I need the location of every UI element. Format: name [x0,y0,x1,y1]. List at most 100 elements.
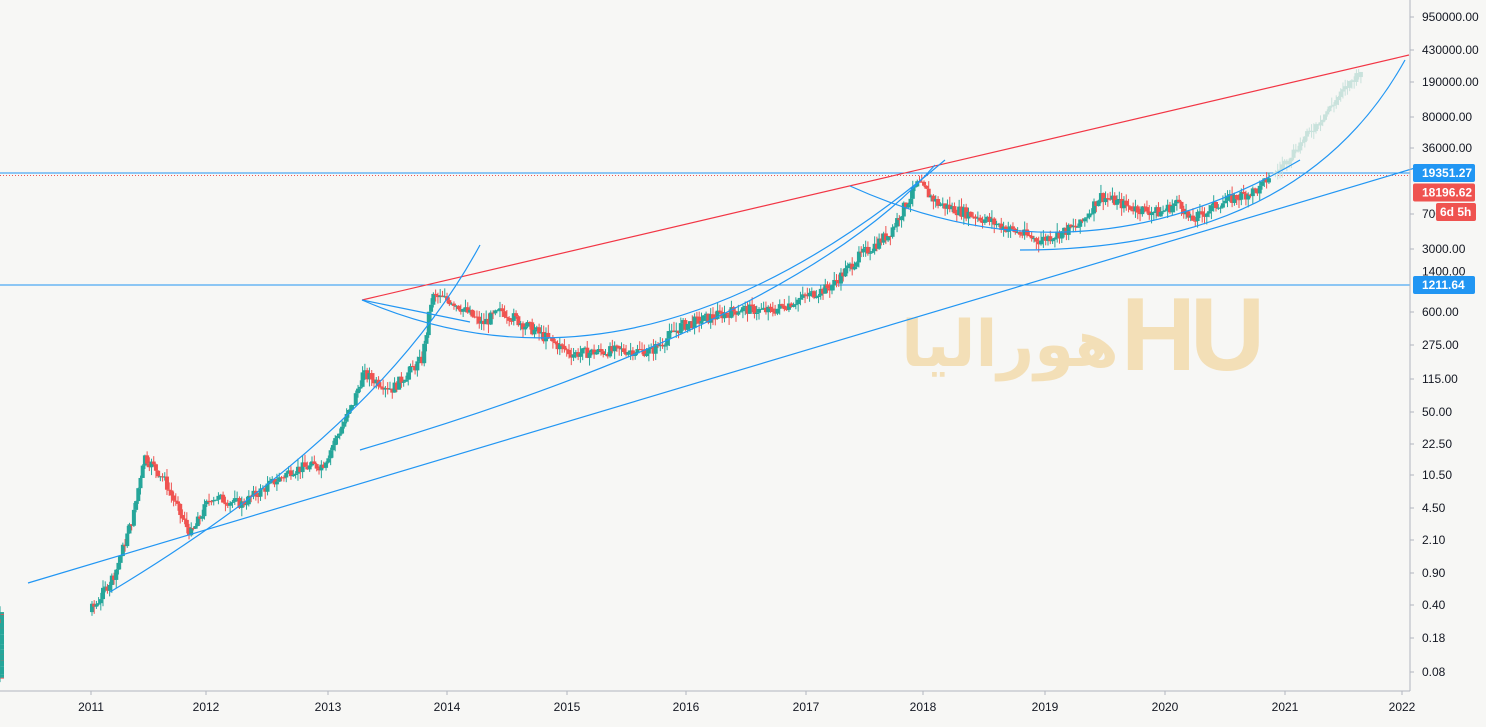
candle [1325,109,1330,117]
y-tick-label: 80000.00 [1422,110,1472,124]
candle [1126,198,1131,213]
candle [992,217,997,234]
candle [1055,223,1060,243]
candle [1156,202,1161,217]
candle [532,324,537,339]
horizontal-levels [0,172,1410,286]
candle [491,310,496,320]
candle [263,485,268,500]
candle [221,491,226,503]
candle [180,509,185,522]
candle [1039,232,1044,246]
candle [454,304,459,312]
candle [408,363,413,380]
candle [592,344,597,359]
candle [1209,203,1214,220]
candle [488,310,493,326]
candle [555,340,560,355]
candle [669,323,674,334]
candle [823,278,828,294]
candle [406,366,411,386]
candle [863,240,868,257]
y-tick-label: 3000.00 [1422,242,1466,256]
candle [1307,127,1312,135]
candle [142,454,147,470]
candle [417,349,422,364]
candle [525,320,530,328]
candle [342,418,347,429]
candle [461,308,466,318]
candle [399,372,404,388]
candle [1154,205,1159,219]
candle [486,313,491,334]
candle [1108,191,1113,201]
candle [134,500,139,513]
candle [534,325,539,332]
candle [1358,71,1363,84]
blue-arc-connector [361,299,471,323]
candle [1266,172,1271,185]
candle [994,220,999,228]
candle [175,496,180,511]
candle [571,347,576,362]
candle [791,302,796,308]
candle [701,315,706,322]
candle [699,312,704,329]
candle [816,293,821,304]
x-axis-ticks[interactable]: 2011 2012 2013 2014 2015 2016 2017 2018 2019 2020… [78,691,1416,714]
candle [151,456,156,467]
candle [573,350,578,359]
candle [145,451,150,468]
candle [929,194,934,202]
candle [697,311,702,333]
resistance-label: 19351.27 [1413,164,1475,182]
svg-text:6d 5h: 6d 5h [1440,205,1471,219]
candle [474,310,479,325]
candle [218,493,223,500]
candle [1232,192,1237,206]
x-tick-label: 2020 [1152,700,1179,714]
candle [415,356,420,377]
candle [825,281,830,293]
candle [931,194,936,210]
candle [1223,193,1228,204]
candle [859,246,864,258]
watermark-logo: هورالیا HU [901,277,1265,393]
watermark-text: هورالیا [901,308,1118,382]
x-tick-label: 2018 [910,700,937,714]
candle [463,299,468,313]
y-tick-label: 950000.00 [1422,10,1479,24]
candle [1103,191,1108,206]
candle [374,377,379,389]
candle [711,307,715,326]
candle [195,512,200,527]
candle [118,555,123,570]
candle [1165,199,1170,219]
candle [372,373,377,388]
candle [943,203,948,216]
candle [1167,201,1172,215]
candle [1305,128,1310,141]
candle [660,338,665,349]
candle [105,583,110,594]
x-tick-label: 2012 [193,700,220,714]
candle [1329,97,1334,108]
candle [899,215,904,228]
candle [1282,159,1287,169]
candle [435,292,440,304]
candle [610,339,615,354]
candle [362,363,367,380]
candle [447,297,452,307]
candle [136,487,141,504]
candle [768,303,773,313]
candle [451,301,456,310]
candle [1327,105,1332,113]
x-tick-label: 2017 [793,700,820,714]
svg-text:19351.27: 19351.27 [1422,166,1472,180]
candle [0,623,4,637]
y-axis-ticks[interactable]: 950000.00 430000.00 190000.00 80000.00 36000… [1410,10,1479,679]
candle [589,348,594,356]
candle [230,499,235,508]
y-tick-label: 36000.00 [1422,141,1472,155]
